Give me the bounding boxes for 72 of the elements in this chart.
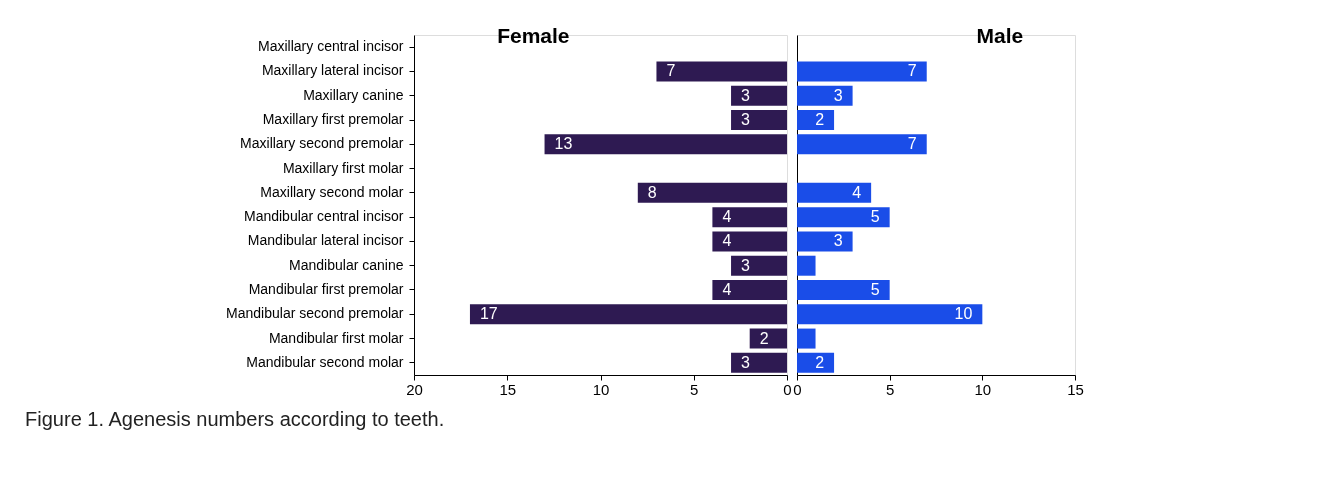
y-tick-label: Mandibular canine xyxy=(289,256,404,273)
y-tick-label: Maxillary central incisor xyxy=(258,38,404,55)
data-label: 3 xyxy=(833,232,843,250)
bar xyxy=(544,134,787,155)
data-label: 4 xyxy=(852,183,862,201)
x-tick-label: 0 xyxy=(793,380,802,398)
data-label: 3 xyxy=(741,111,751,128)
data-label: 7 xyxy=(907,135,917,153)
data-label: 2 xyxy=(815,111,825,128)
data-label: 4 xyxy=(722,232,732,250)
y-tick-label: Maxillary first premolar xyxy=(262,111,404,127)
bar xyxy=(731,85,787,106)
data-label: 3 xyxy=(833,86,843,104)
bar xyxy=(797,110,835,130)
y-tick-label: Mandibular first molar xyxy=(268,329,404,346)
bar xyxy=(797,207,890,228)
bar xyxy=(656,61,787,82)
bar xyxy=(637,182,787,203)
data-label: 5 xyxy=(870,281,880,298)
y-tick-label: Mandibular second molar xyxy=(246,353,404,370)
bar xyxy=(712,207,787,228)
bar xyxy=(731,255,787,276)
data-label: 2 xyxy=(759,329,769,347)
bar xyxy=(469,304,787,325)
data-label: 4 xyxy=(722,208,732,226)
bar xyxy=(797,85,853,106)
y-tick-label: Mandibular central incisor xyxy=(243,208,404,225)
x-tick-label: 0 xyxy=(783,380,792,398)
x-tick-label: 10 xyxy=(592,380,610,398)
bar xyxy=(731,110,787,130)
x-tick-label: 5 xyxy=(690,380,699,398)
y-tick-label: Mandibular lateral incisor xyxy=(247,232,404,249)
bar xyxy=(797,255,816,276)
data-label: 5 xyxy=(870,208,880,226)
data-label: 10 xyxy=(954,305,973,323)
data-label: 4 xyxy=(722,281,732,298)
x-tick-label: 15 xyxy=(1067,380,1084,398)
bar xyxy=(797,182,872,203)
data-label: 3 xyxy=(741,353,751,371)
bar xyxy=(797,61,927,82)
bar xyxy=(797,304,983,325)
x-tick-label: 10 xyxy=(974,380,992,398)
bar xyxy=(797,231,853,252)
y-tick-label: Maxillary lateral incisor xyxy=(261,62,404,79)
y-tick-label: Maxillary second molar xyxy=(260,183,404,200)
data-label: 7 xyxy=(907,62,917,80)
text: Figure 1. Agenesis numbers according to teeth. xyxy=(25,407,445,430)
bar xyxy=(797,134,927,155)
data-label: 7 xyxy=(666,62,676,80)
y-tick-label: Mandibular first premolar xyxy=(248,281,404,297)
data-label: 3 xyxy=(741,86,751,104)
x-tick-label: 5 xyxy=(885,380,895,398)
bar xyxy=(797,280,890,300)
data-label: 2 xyxy=(815,353,825,371)
data-label: 8 xyxy=(647,183,657,201)
x-tick-label: 15 xyxy=(499,380,517,398)
bar xyxy=(712,280,787,300)
data-label: 13 xyxy=(554,135,573,153)
y-tick-label: Maxillary first molar xyxy=(282,159,404,176)
bar xyxy=(797,352,835,373)
text: Male xyxy=(976,24,1024,47)
bar xyxy=(712,231,787,252)
y-tick-label: Maxillary canine xyxy=(303,86,404,103)
text: Female xyxy=(497,24,570,47)
bar xyxy=(749,328,787,349)
data-label: 17 xyxy=(479,305,498,323)
data-label: 3 xyxy=(741,256,751,274)
bar xyxy=(731,352,787,373)
bar xyxy=(797,328,816,349)
x-tick-label: 20 xyxy=(406,380,423,398)
y-tick-label: Mandibular second premolar xyxy=(226,305,404,322)
y-tick-label: Maxillary second premolar xyxy=(240,135,404,152)
